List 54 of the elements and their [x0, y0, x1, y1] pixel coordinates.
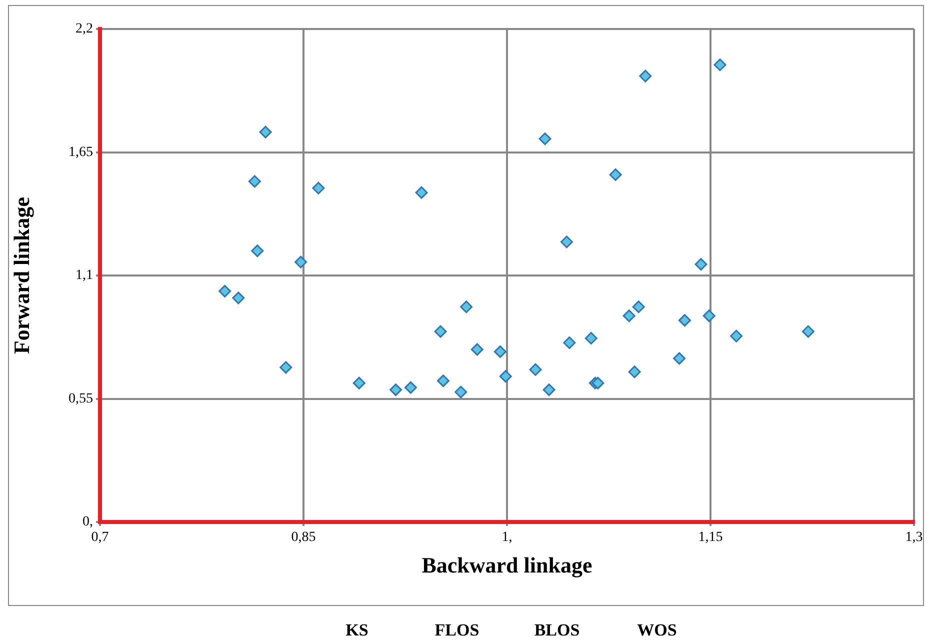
x-tick-label: 1,3	[905, 530, 923, 546]
y-axis-title: Forward linkage	[8, 196, 34, 354]
point	[632, 300, 645, 314]
point	[639, 70, 652, 82]
point	[730, 330, 743, 342]
point	[460, 300, 473, 314]
point	[714, 58, 726, 72]
point	[538, 132, 552, 146]
x-tick-label: 0,85	[291, 530, 316, 546]
point	[494, 345, 506, 358]
x-tick-label: 1,15	[698, 530, 723, 546]
point	[584, 332, 598, 344]
point	[560, 236, 573, 248]
x-tick-label: 0,7	[91, 530, 109, 546]
text: WOS	[637, 620, 677, 640]
x-tick-label: 1,	[502, 530, 512, 546]
point	[802, 325, 814, 338]
point	[470, 343, 484, 356]
point	[218, 284, 232, 298]
text: BLOS	[534, 620, 580, 640]
point	[248, 175, 261, 188]
y-tick-label: 2,2	[76, 22, 93, 37]
point	[312, 182, 325, 194]
point	[434, 325, 447, 338]
point	[628, 366, 641, 378]
point	[529, 363, 542, 376]
point	[678, 314, 691, 327]
point	[415, 186, 428, 199]
point	[609, 168, 622, 181]
point	[232, 292, 245, 304]
point	[499, 370, 512, 383]
y-tick-label: 0,	[82, 514, 93, 530]
point	[280, 361, 292, 374]
point	[352, 376, 366, 390]
point	[259, 126, 272, 138]
point	[454, 386, 468, 398]
point	[592, 376, 604, 390]
point	[404, 381, 417, 394]
y-tick-label: 0,55	[68, 391, 93, 406]
point	[251, 244, 264, 258]
point	[622, 310, 636, 322]
point	[702, 310, 716, 322]
text: FLOS	[434, 620, 480, 640]
point	[694, 258, 708, 271]
point	[390, 384, 402, 396]
text: KS	[346, 620, 368, 640]
y-tick-label: 1,1	[76, 268, 93, 284]
point	[542, 384, 556, 396]
point	[294, 256, 308, 268]
x-axis-title: Backward linkage	[422, 552, 592, 578]
point	[673, 352, 686, 365]
point	[436, 374, 450, 388]
y-tick-label: 1,65	[68, 144, 93, 160]
point	[563, 336, 576, 349]
